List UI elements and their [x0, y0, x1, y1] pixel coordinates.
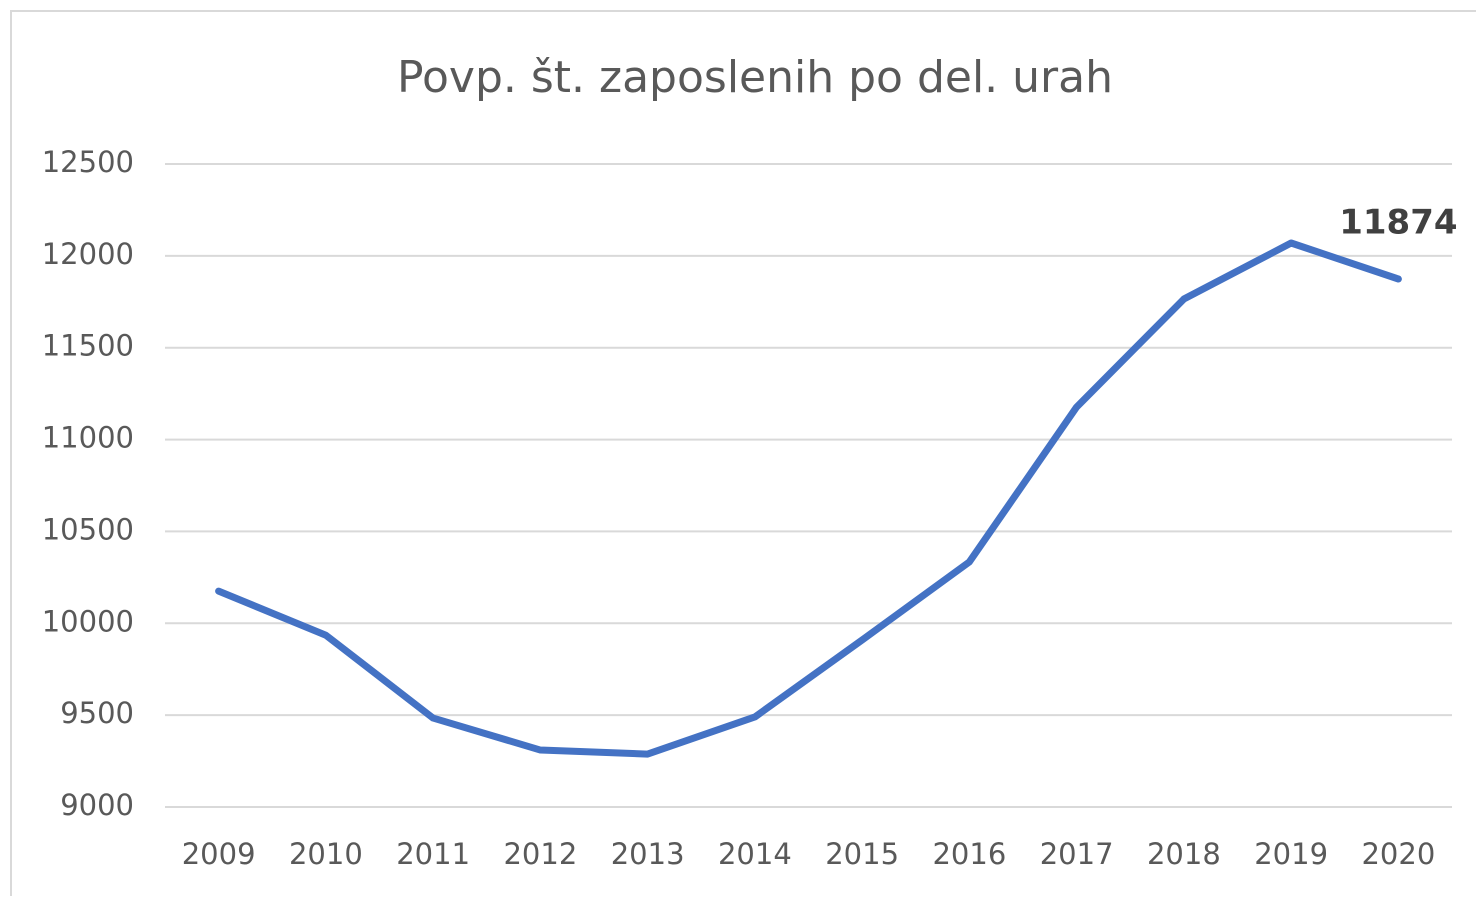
x-tick-label: 2016: [932, 837, 1006, 871]
x-tick-label: 2019: [1254, 837, 1328, 871]
chart-title: Povp. št. zaposlenih po del. urah: [397, 52, 1113, 103]
x-tick-label: 2018: [1147, 837, 1221, 871]
chart-border: [10, 10, 1476, 900]
x-tick-label: 2010: [289, 837, 363, 871]
x-tick-label: 2009: [182, 837, 256, 871]
y-tick-label: 11500: [42, 329, 134, 363]
x-tick-label: 2017: [1040, 837, 1114, 871]
x-tick-label: 2012: [503, 837, 577, 871]
y-tick-label: 10000: [42, 604, 134, 638]
y-tick-label: 10500: [42, 512, 134, 546]
y-tick-label: 12500: [42, 145, 134, 179]
data-label: 11874: [1339, 203, 1457, 243]
y-tick-label: 12000: [42, 237, 134, 271]
x-tick-label: 2020: [1361, 837, 1435, 871]
x-tick-label: 2011: [396, 837, 470, 871]
y-tick-label: 11000: [42, 421, 134, 455]
data-line: [215, 239, 1402, 758]
x-tick-label: 2014: [718, 837, 792, 871]
y-tick-label: 9000: [60, 788, 134, 822]
x-tick-label: 2015: [825, 837, 899, 871]
y-tick-label: 9500: [60, 696, 134, 730]
x-tick-label: 2013: [611, 837, 685, 871]
